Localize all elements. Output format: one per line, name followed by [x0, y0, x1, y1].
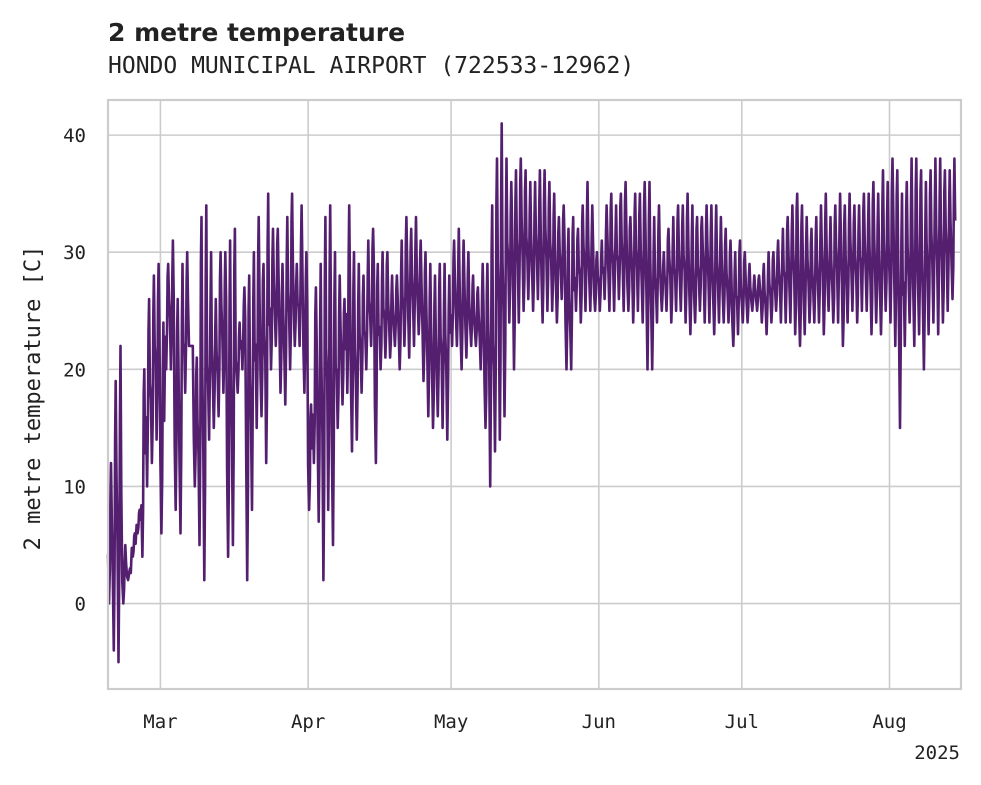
- temperature-series-line: [106, 122, 957, 664]
- x-tick-label: Aug: [872, 711, 906, 733]
- x-tick-label: May: [434, 711, 468, 733]
- x-tick-label: Jul: [725, 711, 759, 733]
- y-tick-label: 10: [63, 476, 86, 498]
- y-axis-ticks: 0 10 20 30 40: [63, 125, 86, 615]
- y-tick-label: 0: [75, 594, 86, 616]
- plot-area: [106, 122, 957, 664]
- x-tick-label: Apr: [291, 711, 325, 733]
- chart-title: 2 metre temperature: [108, 18, 405, 47]
- y-tick-label: 20: [63, 359, 86, 381]
- x-tick-label: Jun: [582, 711, 616, 733]
- year-label: 2025: [914, 742, 960, 764]
- plot-frame: [106, 98, 963, 691]
- x-axis-ticks: Mar Apr May Jun Jul Aug: [143, 711, 906, 733]
- y-tick-label: 40: [63, 125, 86, 147]
- chart-subtitle: HONDO MUNICIPAL AIRPORT (722533-12962): [108, 53, 634, 79]
- y-tick-label: 30: [63, 242, 86, 264]
- x-tick-label: Mar: [143, 711, 177, 733]
- y-axis-label: 2 metre temperature [C]: [21, 246, 46, 551]
